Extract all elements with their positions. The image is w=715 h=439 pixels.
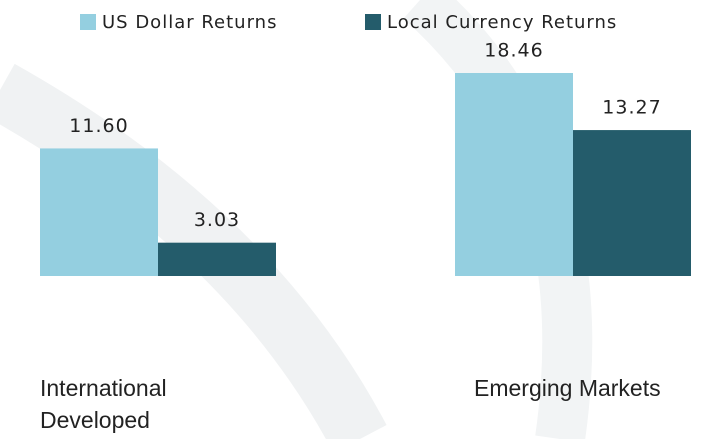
category-label: Emerging Markets — [474, 375, 661, 401]
bar — [158, 242, 276, 276]
value-label: 3.03 — [194, 209, 240, 231]
bar — [573, 130, 691, 276]
legend-label: US Dollar Returns — [102, 12, 277, 33]
legend-label: Local Currency Returns — [387, 12, 617, 33]
value-label: 13.27 — [602, 97, 661, 119]
bar — [40, 148, 158, 276]
category-label: International Developed — [40, 375, 167, 433]
legend-swatch — [365, 14, 381, 30]
value-label: 11.60 — [69, 115, 128, 137]
legend-swatch — [80, 14, 96, 30]
value-label: 18.46 — [484, 40, 543, 62]
bar — [455, 73, 573, 276]
